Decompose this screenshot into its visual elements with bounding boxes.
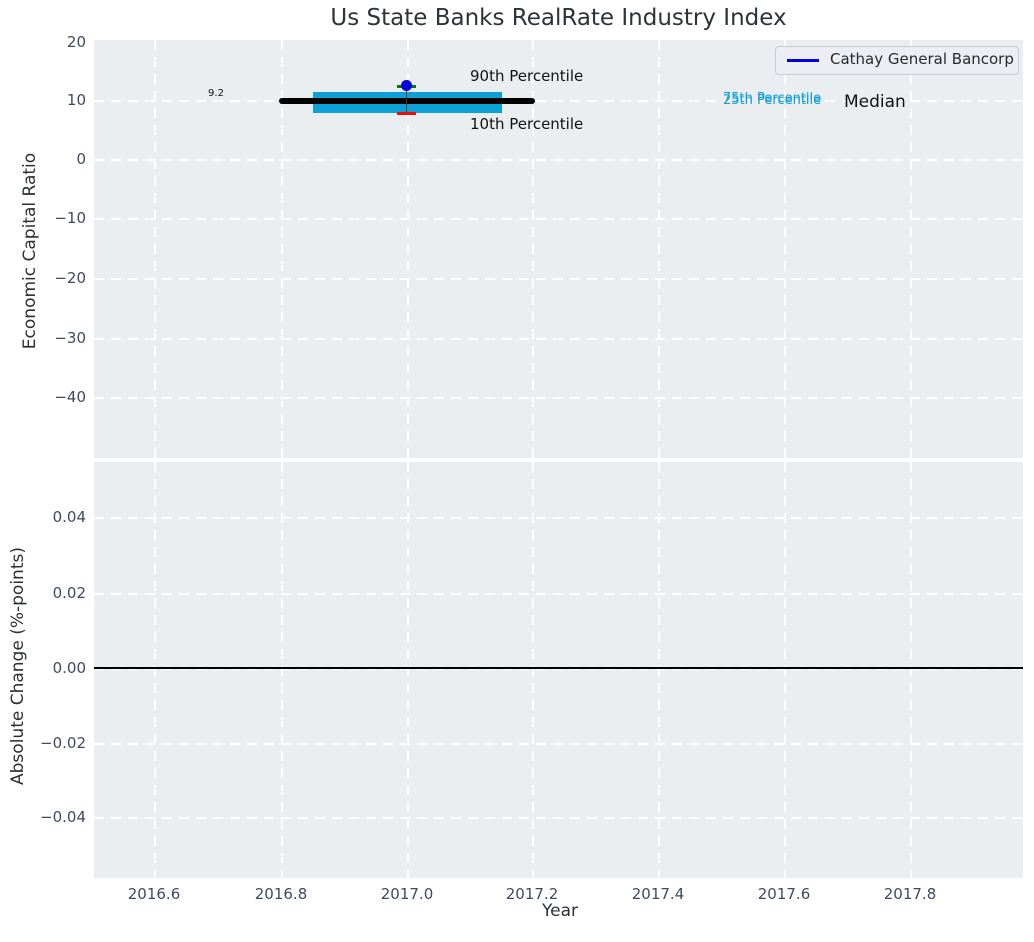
ytick-bottom: 0.02 (52, 584, 86, 602)
y-axis-label-top: Economic Capital Ratio (20, 152, 40, 350)
xtick: 2017.2 (505, 885, 559, 903)
xtick: 2017.4 (631, 885, 685, 903)
gridline-vertical (784, 40, 786, 458)
gridline-horizontal (94, 100, 1023, 102)
ytick-bottom: −0.02 (40, 734, 86, 752)
gridline-horizontal (94, 159, 1023, 161)
gridline-vertical (784, 462, 786, 878)
legend: Cathay General Bancorp (775, 46, 1019, 75)
annotation-75th-percentile: 75th Percentile (723, 91, 822, 106)
gridline-horizontal (94, 743, 1023, 745)
xtick: 2017.8 (883, 885, 937, 903)
gridline-vertical (532, 462, 534, 878)
ytick-bottom: 0.04 (52, 508, 86, 526)
y-axis-label-bottom: Absolute Change (%-points) (8, 547, 28, 785)
gridline-horizontal (94, 338, 1023, 340)
gridline-horizontal (94, 278, 1023, 280)
xtick: 2017.0 (380, 885, 434, 903)
gridline-vertical (407, 40, 409, 458)
xtick: 2016.8 (254, 885, 308, 903)
ytick-top: −10 (54, 209, 86, 227)
legend-entry-label: Cathay General Bancorp (830, 50, 1014, 68)
p10-marker (397, 112, 416, 115)
zero-reference-line (94, 667, 1023, 669)
annotation-10th-percentile: 10th Percentile (470, 115, 584, 133)
ytick-top: −20 (54, 269, 86, 287)
ytick-bottom: 0.00 (52, 659, 86, 677)
ytick-top: −30 (54, 329, 86, 347)
xtick: 2017.6 (757, 885, 811, 903)
percentile-whisker (406, 86, 407, 114)
median-line (279, 98, 535, 104)
annotation-25th-percentile: 25th Percentile (723, 93, 822, 108)
gridline-horizontal (94, 817, 1023, 819)
annotation-median: Median (844, 92, 906, 112)
ytick-top: −40 (54, 388, 86, 406)
median-value-label: 9.2 (208, 88, 224, 99)
gridline-vertical (407, 462, 409, 878)
gridline-vertical (532, 40, 534, 458)
gridline-vertical (658, 462, 660, 878)
gridline-vertical (154, 462, 156, 878)
chart-title: Us State Banks RealRate Industry Index (330, 5, 787, 31)
gridline-horizontal (94, 668, 1023, 670)
legend-line-sample (787, 59, 819, 62)
gridline-horizontal (94, 517, 1023, 519)
gridline-horizontal (94, 593, 1023, 595)
ytick-top: 0 (76, 150, 86, 168)
gridline-vertical (281, 462, 283, 878)
cathay-general-bancorp-point (401, 80, 412, 91)
gridline-horizontal (94, 218, 1023, 220)
ytick-bottom: −0.04 (40, 808, 86, 826)
top-subplot: 9.2 90th Percentile 10th Percentile 75th… (94, 40, 1023, 458)
annotation-90th-percentile: 90th Percentile (470, 67, 584, 85)
gridline-vertical (910, 40, 912, 458)
bottom-subplot (94, 462, 1023, 878)
gridline-horizontal (94, 397, 1023, 399)
x-axis-label: Year (542, 901, 578, 921)
ytick-top: 20 (66, 33, 86, 51)
gridline-vertical (910, 462, 912, 878)
xtick: 2016.6 (127, 885, 181, 903)
gridline-vertical (281, 40, 283, 458)
gridline-vertical (154, 40, 156, 458)
ytick-top: 10 (66, 91, 86, 109)
gridline-vertical (658, 40, 660, 458)
